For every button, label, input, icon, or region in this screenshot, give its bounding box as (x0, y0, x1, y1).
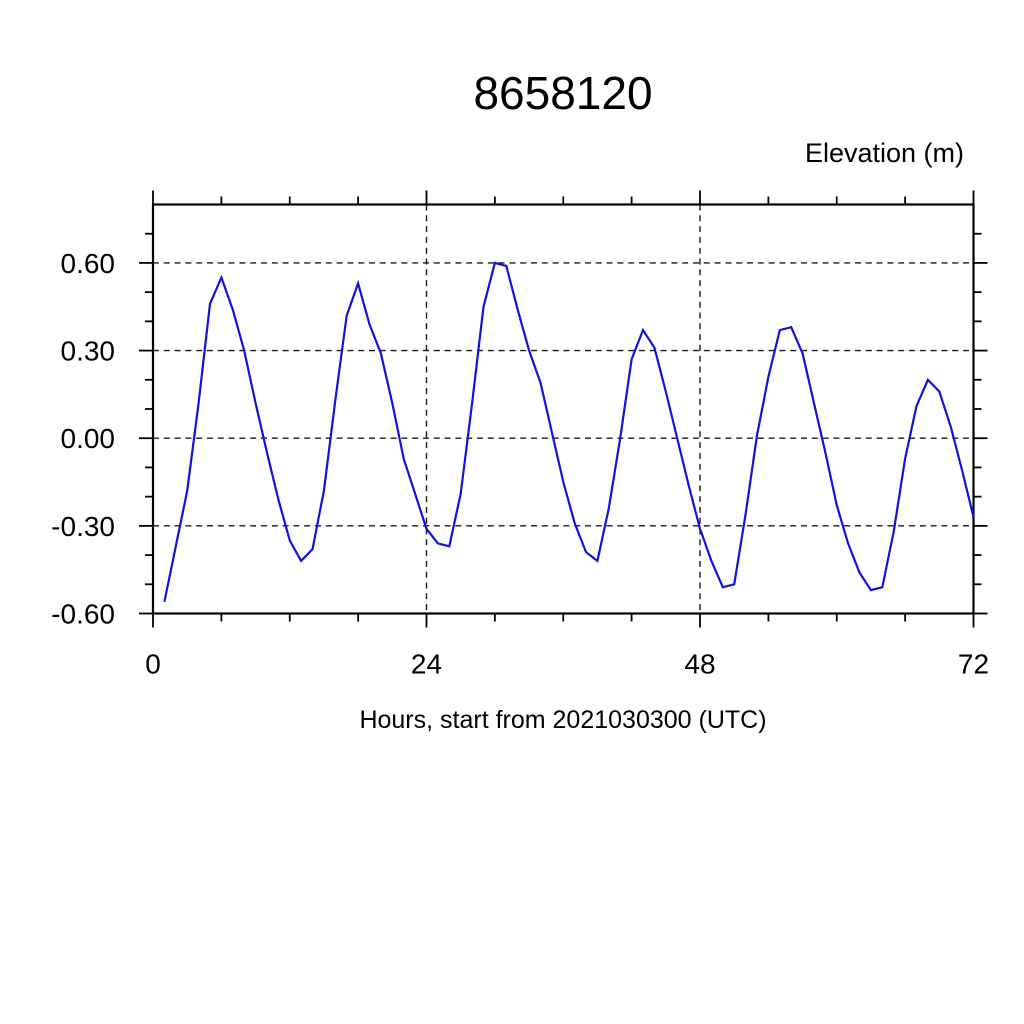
y-tick-label: 0.60 (61, 248, 116, 279)
y-tick-label: -0.30 (51, 511, 115, 542)
gridlines (153, 204, 974, 614)
y-tick-label: 0.30 (61, 336, 116, 367)
chart-title: 8658120 (473, 67, 652, 119)
x-tick-label: 24 (411, 649, 442, 680)
x-tick-label: 72 (958, 649, 989, 680)
x-tick-labels: 0 24 48 72 (145, 649, 989, 680)
x-axis-label: Hours, start from 2021030300 (UTC) (359, 706, 766, 734)
tide-elevation-line (163, 261, 975, 603)
x-tick-label: 48 (684, 649, 715, 680)
axis-ticks (139, 190, 988, 628)
y-tick-label: 0.00 (61, 423, 116, 454)
y-axis-unit-label: Elevation (m) (805, 138, 964, 168)
plot-frame (151, 203, 975, 615)
y-tick-label: -0.60 (51, 599, 115, 630)
y-tick-labels: -0.60 -0.30 0.00 0.30 0.60 (51, 248, 115, 630)
x-tick-label: 0 (145, 649, 161, 680)
